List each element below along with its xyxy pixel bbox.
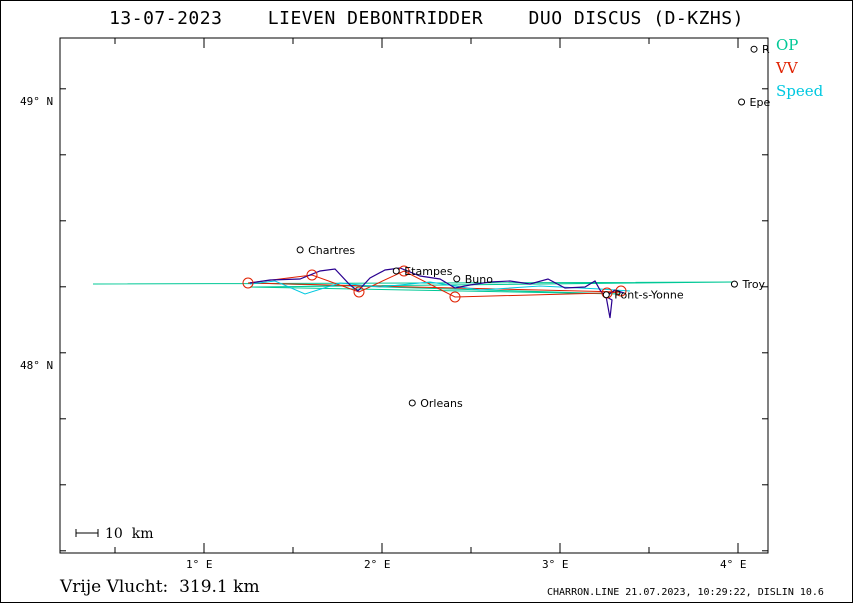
turnpoint-marker xyxy=(615,285,627,297)
town-label: Buno xyxy=(465,273,493,286)
legend: OP VV Speed xyxy=(776,34,823,103)
scale-bar xyxy=(75,529,99,537)
town-marker xyxy=(296,246,304,254)
lon-tick-3: 3° E xyxy=(542,558,569,571)
town-marker xyxy=(738,98,746,106)
lon-tick-2: 2° E xyxy=(364,558,391,571)
town-marker xyxy=(750,45,758,53)
town-marker xyxy=(408,399,416,407)
turnpoint-marker xyxy=(449,291,461,303)
town-marker xyxy=(730,280,738,288)
town-marker xyxy=(602,291,610,299)
legend-vv: VV xyxy=(776,59,798,77)
vv-line xyxy=(247,270,622,298)
lon-tick-4: 4° E xyxy=(720,558,747,571)
turnpoint-marker xyxy=(242,277,254,289)
axis-ticks xyxy=(60,38,768,553)
lon-tick-1: 1° E xyxy=(186,558,213,571)
lat-tick-49: 49° N xyxy=(20,95,54,108)
distance-label: Vrije Vlucht: 319.1 km xyxy=(60,577,260,597)
town-label: Troy xyxy=(741,278,765,291)
town-label: R xyxy=(762,43,770,56)
turnpoint-marker xyxy=(353,286,365,298)
town-label: Chartres xyxy=(308,244,355,257)
map-border xyxy=(59,37,769,554)
legend-speed: Speed xyxy=(776,82,824,100)
town-marker xyxy=(392,267,400,275)
town-markers: R Epe Chartres Etampes Buno Pont-s-Yonne Troy O… xyxy=(296,43,771,410)
lat-tick-48: 48° N xyxy=(20,359,54,372)
scale-label: 10 km xyxy=(105,526,154,542)
town-label: Pont-s-Yonne xyxy=(614,289,684,302)
town-label: Epe xyxy=(750,96,771,109)
town-label: Etampes xyxy=(404,265,452,278)
page-title: 13-07-2023 LIEVEN DEBONTRIDDER DUO DISCU… xyxy=(109,8,744,29)
flight-tracks xyxy=(92,265,738,319)
turnpoint-marker xyxy=(306,269,318,281)
town-label: Orleans xyxy=(420,397,463,410)
credit-label: CHARRON.LINE 21.07.2023, 10:29:22, DISLI… xyxy=(547,587,824,598)
town-marker xyxy=(453,275,461,283)
legend-op: OP xyxy=(776,36,799,54)
